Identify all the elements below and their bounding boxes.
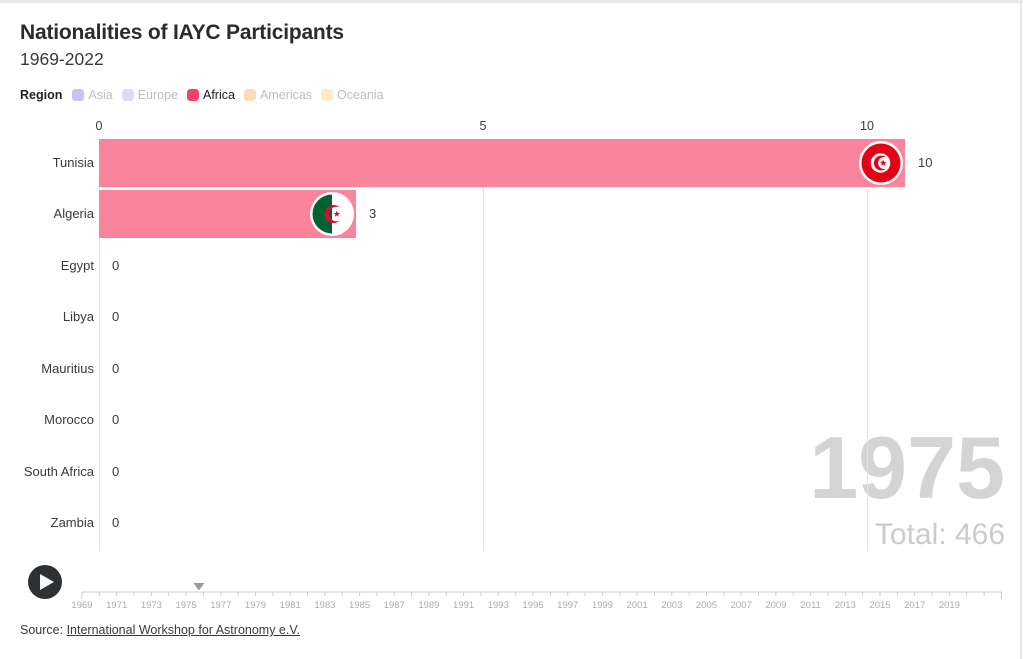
total-count: Total: 466 xyxy=(874,518,1005,551)
right-border xyxy=(1020,0,1022,659)
timeline-year-label-1971: 1971 xyxy=(106,600,127,611)
category-label-zambia: Zambia xyxy=(50,515,94,530)
value-label-morocco: 0 xyxy=(112,412,120,427)
legend-label-europe: Europe xyxy=(137,88,178,102)
timeline-year-label-2009: 2009 xyxy=(765,600,786,611)
value-label-tunisia: 10 xyxy=(918,155,933,170)
legend-item-africa[interactable]: Africa xyxy=(187,88,235,102)
legend-label-asia: Asia xyxy=(88,88,113,102)
timeline-year-label-1979: 1979 xyxy=(245,600,266,611)
page-subtitle: 1969-2022 xyxy=(20,49,104,69)
flag-algeria xyxy=(310,192,354,236)
gridline-10 xyxy=(867,139,868,550)
timeline-year-label-2015: 2015 xyxy=(869,600,890,611)
timeline-year-label-2019: 2019 xyxy=(939,600,960,611)
timeline-year-label-2011: 2011 xyxy=(800,600,820,611)
region-legend: Region Asia Europe Africa Americas Oceania xyxy=(20,88,384,102)
legend-item-europe[interactable]: Europe xyxy=(121,88,178,102)
category-label-tunisia: Tunisia xyxy=(52,155,94,170)
category-label-algeria: Algeria xyxy=(53,206,94,221)
timeline-year-label-2005: 2005 xyxy=(696,600,717,611)
year-counter: 1975 Total: 466 xyxy=(809,424,1005,550)
value-label-egypt: 0 xyxy=(112,258,120,273)
timeline-year-label-1991: 1991 xyxy=(453,600,474,611)
legend-label-americas: Americas xyxy=(259,88,313,102)
timeline-year-label-1987: 1987 xyxy=(384,600,405,611)
legend-title: Region xyxy=(20,88,63,102)
category-label-egypt: Egypt xyxy=(60,258,94,273)
legend-swatch-americas xyxy=(243,89,256,101)
timeline-year-label-1999: 1999 xyxy=(592,600,613,611)
timeline-year-label-1997: 1997 xyxy=(557,600,578,611)
timeline-slider[interactable]: 1969 1971 1973 1975 1977 1979 1981 1983 1985 1987… xyxy=(70,572,1015,614)
legend-item-americas[interactable]: Americas xyxy=(243,88,313,102)
source-link[interactable]: International Workshop for Astronomy e.V… xyxy=(66,623,301,637)
source-prefix: Source: xyxy=(20,623,67,637)
value-label-libya: 0 xyxy=(112,309,120,324)
timeline-year-label-1989: 1989 xyxy=(418,600,439,611)
timeline-year-label-1975: 1975 xyxy=(176,600,197,611)
legend-swatch-asia xyxy=(72,89,85,101)
current-year: 1975 xyxy=(809,418,1005,517)
source-line: Source: International Workshop for Astro… xyxy=(20,623,300,637)
timeline-year-label-1977: 1977 xyxy=(210,600,231,611)
legend-label-africa: Africa xyxy=(203,88,235,102)
category-label-mauritius: Mauritius xyxy=(41,361,94,376)
gridline-0 xyxy=(99,139,100,550)
timeline-year-label-2001: 2001 xyxy=(627,600,648,611)
timeline-year-label-2017: 2017 xyxy=(904,600,925,611)
bar-tunisia xyxy=(99,139,905,187)
legend-swatch-oceania xyxy=(321,89,334,101)
timeline-year-label-2003: 2003 xyxy=(661,600,682,611)
category-label-south-africa: South Africa xyxy=(23,464,94,479)
axis-tick-5: 5 xyxy=(479,119,487,133)
play-icon xyxy=(39,574,54,590)
value-label-algeria: 3 xyxy=(369,206,377,221)
flag-tunisia xyxy=(859,141,903,185)
top-border xyxy=(0,0,1023,3)
timeline-year-label-2013: 2013 xyxy=(835,600,856,611)
page-title: Nationalities of IAYC Participants xyxy=(20,21,344,44)
gridline-5 xyxy=(483,139,484,550)
timeline-year-label-1993: 1993 xyxy=(488,600,509,611)
category-label-libya: Libya xyxy=(62,309,94,324)
timeline-year-label-1985: 1985 xyxy=(349,600,370,611)
timeline-year-label-1969: 1969 xyxy=(71,600,92,611)
axis-tick-0: 0 xyxy=(95,119,103,133)
legend-item-asia[interactable]: Asia xyxy=(72,88,113,102)
timeline-year-label-1983: 1983 xyxy=(314,600,335,611)
legend-swatch-africa xyxy=(187,89,199,101)
timeline-year-label-2007: 2007 xyxy=(731,600,752,611)
timeline-year-label-1973: 1973 xyxy=(141,600,162,611)
category-label-morocco: Morocco xyxy=(44,412,94,427)
play-button[interactable] xyxy=(28,565,62,599)
timeline-year-label-1981: 1981 xyxy=(280,600,301,611)
legend-item-oceania[interactable]: Oceania xyxy=(321,88,384,102)
legend-items: Asia Europe Africa Americas Oceania xyxy=(72,88,384,102)
axis-tick-10: 10 xyxy=(860,119,874,133)
value-label-mauritius: 0 xyxy=(112,361,120,376)
timeline-year-label-1995: 1995 xyxy=(522,600,543,611)
timeline-marker[interactable] xyxy=(193,583,205,591)
legend-label-oceania: Oceania xyxy=(337,88,384,102)
value-label-south-africa: 0 xyxy=(112,464,120,479)
legend-swatch-europe xyxy=(121,89,134,101)
value-label-zambia: 0 xyxy=(112,515,120,530)
